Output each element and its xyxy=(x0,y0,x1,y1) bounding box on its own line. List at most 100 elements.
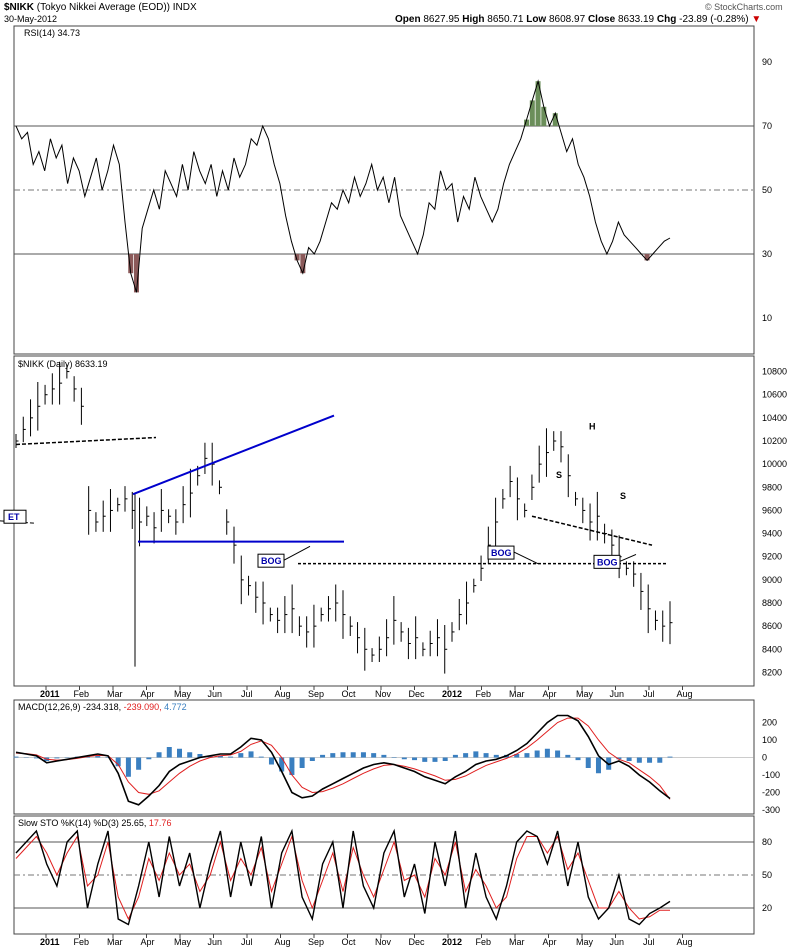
x-tick-label: Aug xyxy=(275,689,291,699)
rsi-plot: 10 30 50 70 90 xyxy=(14,57,772,323)
hs-pattern-label: S xyxy=(620,491,626,501)
macd-hist-bar xyxy=(647,757,653,763)
bog-label: BOG xyxy=(261,556,282,566)
macd-title-label: MACD(12,26,9) xyxy=(18,702,81,712)
macd-hist-value: 4.772 xyxy=(164,702,187,712)
x-tick-label: Dec xyxy=(409,937,426,947)
price-tick-label: 8600 xyxy=(762,621,782,631)
rsi-overbought-fill xyxy=(541,106,547,126)
rsi-line xyxy=(15,79,671,293)
macd-hist-bar xyxy=(555,750,561,758)
rsi-overbought-fill xyxy=(529,100,535,126)
macd-hist-bar xyxy=(105,757,111,758)
x-tick-label: Aug xyxy=(677,937,693,947)
macd-hist-bar xyxy=(401,757,407,760)
dashed-neckline-hs xyxy=(531,515,653,546)
price-tick-label: 10000 xyxy=(762,459,787,469)
macd-hist-bar xyxy=(309,757,315,761)
macd-hist-bar xyxy=(534,750,540,758)
macd-hist-bar xyxy=(452,754,458,758)
bog-pointer xyxy=(513,551,539,565)
price-tick-label: 10800 xyxy=(762,367,787,377)
macd-hist-bar xyxy=(33,757,39,759)
macd-tick-label: -300 xyxy=(762,805,780,815)
macd-hist-bar xyxy=(616,757,622,760)
macd-tick-label: 200 xyxy=(762,718,777,728)
x-tick-label: Dec xyxy=(409,689,426,699)
sto-tick-label: 80 xyxy=(762,837,772,847)
macd-tick-label: 0 xyxy=(762,753,767,763)
price-tick-label: 9000 xyxy=(762,575,782,585)
macd-hist-bar xyxy=(391,757,397,758)
macd-signal-line xyxy=(15,717,671,800)
macd-hist-bar xyxy=(360,752,366,758)
x-tick-label: Jun xyxy=(610,937,625,947)
x-tick-label: Apr xyxy=(543,937,557,947)
sto-x-axis: 2011 Feb Mar Apr May Jun Jul Aug Sep Oct Nov Dec 201… xyxy=(40,934,693,947)
macd-hist-bar xyxy=(268,757,274,765)
bog-callout-box xyxy=(593,554,621,569)
macd-hist-bar xyxy=(177,748,182,758)
rsi-tick-label: 70 xyxy=(762,121,772,131)
macd-hist-bar xyxy=(115,757,121,767)
macd-hist-bar xyxy=(585,757,591,768)
sto-k-line xyxy=(15,828,671,926)
macd-hist-bar xyxy=(514,754,520,758)
macd-hist-bar xyxy=(258,756,264,758)
x-tick-label: Sep xyxy=(308,689,324,699)
macd-hist-bar xyxy=(524,753,530,758)
macd-hist-bar xyxy=(330,753,336,758)
macd-hist-bar xyxy=(54,757,60,759)
macd-hist-bar xyxy=(636,757,642,763)
et-callout-box xyxy=(3,509,27,524)
macd-hist-bar xyxy=(320,754,326,758)
chart-date: 30-May-2012 xyxy=(4,14,58,24)
rsi-overbought-fill xyxy=(535,81,541,126)
rsi-tick-label: 30 xyxy=(762,249,772,259)
price-tick-label: 9600 xyxy=(762,505,782,515)
macd-hist-bar xyxy=(544,748,550,758)
close-value: 8633.19 xyxy=(617,14,655,25)
macd-title-value: -234.318, xyxy=(83,702,121,712)
x-tick-label: May xyxy=(576,689,594,699)
down-arrow-icon: ▼ xyxy=(751,14,762,25)
rsi-tick-label: 10 xyxy=(762,313,772,323)
x-tick-label: Feb xyxy=(476,937,492,947)
x-tick-label: Mar xyxy=(107,937,123,947)
rsi-overbought-fill xyxy=(524,119,530,126)
macd-hist-bar xyxy=(565,754,571,758)
x-tick-label: Aug xyxy=(677,689,693,699)
x-tick-label: Jun xyxy=(610,689,625,699)
high-label: High xyxy=(462,14,485,25)
hs-pattern-label: H xyxy=(589,421,596,431)
macd-plot: 200 100 0 -100 -200 -300 xyxy=(13,714,780,815)
macd-hist-bar xyxy=(463,753,469,758)
macd-hist-bar xyxy=(13,756,19,758)
price-tick-label: 9400 xyxy=(762,529,782,539)
x-tick-label: Mar xyxy=(107,689,123,699)
bog-pointer xyxy=(619,553,637,562)
macd-hist-bar xyxy=(350,752,356,758)
macd-hist-bar xyxy=(340,752,346,758)
macd-hist-bar xyxy=(422,757,428,762)
macd-hist-bar xyxy=(197,754,203,758)
x-tick-label: Apr xyxy=(543,689,557,699)
rsi-title: RSI(14) 34.73 xyxy=(24,28,80,38)
x-tick-label: Jun xyxy=(208,937,223,947)
x-tick-label: Oct xyxy=(342,689,357,699)
bog-label: BOG xyxy=(597,557,618,567)
macd-hist-bar xyxy=(228,756,234,758)
bog-label: BOG xyxy=(491,548,512,558)
x-tick-label: May xyxy=(174,689,192,699)
macd-hist-bar xyxy=(595,757,601,774)
price-tick-label: 8400 xyxy=(762,644,782,654)
macd-hist-bar xyxy=(381,754,387,758)
macd-hist-bar xyxy=(125,757,131,777)
x-tick-label: 2012 xyxy=(442,937,462,947)
macd-hist-bar xyxy=(667,756,673,758)
rsi-oversold-fill xyxy=(644,254,650,261)
rsi-tick-label: 90 xyxy=(762,57,772,67)
price-x-axis: 2011 Feb Mar Apr May Jun Jul Aug Sep Oct Nov Dec 201… xyxy=(40,686,693,699)
x-tick-label: 2012 xyxy=(442,689,462,699)
low-label: Low xyxy=(526,14,547,25)
